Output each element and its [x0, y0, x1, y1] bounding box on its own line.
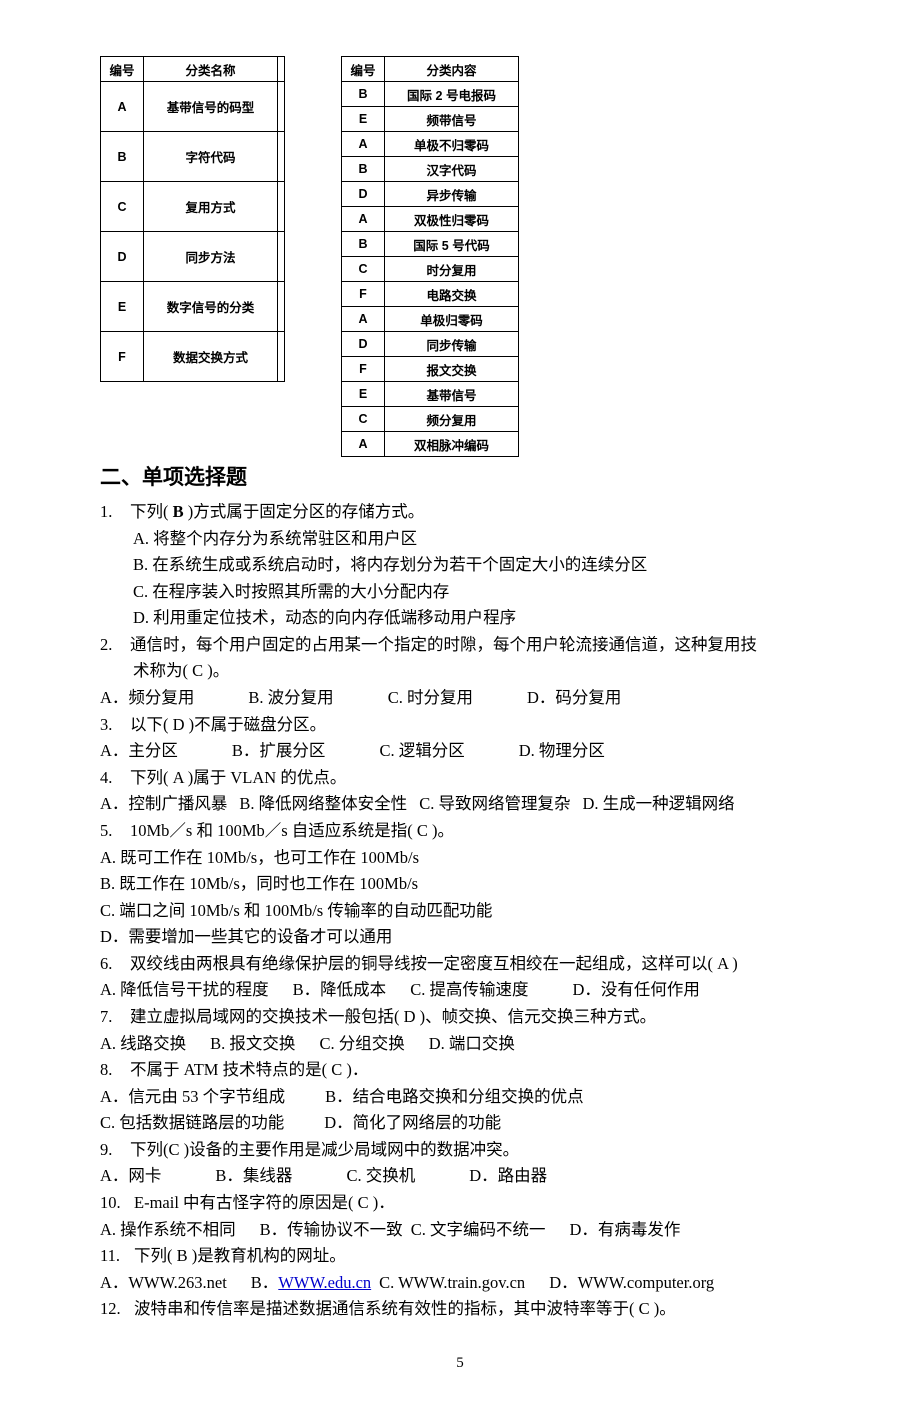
right-content-table: 编号 分类内容 B国际 2 号电报码E频带信号A单极不归零码B汉字代码D异步传输…	[341, 56, 519, 457]
table-cell-content: 同步传输	[385, 332, 519, 357]
q5-optA: A. 既可工作在 10Mb/s，也可工作在 100Mb/s	[100, 845, 820, 870]
table-cell-spacer	[278, 332, 285, 382]
th-code: 编号	[101, 57, 144, 82]
table-cell-content: 双相脉冲编码	[385, 432, 519, 457]
table-cell-code: B	[342, 157, 385, 182]
q3-opts: A．主分区B．扩展分区C. 逻辑分区D. 物理分区	[100, 738, 820, 763]
th-spacer	[278, 57, 285, 82]
q8-opts-row2: C. 包括数据链路层的功能D．简化了网络层的功能	[100, 1110, 820, 1135]
table-cell-name: 数字信号的分类	[144, 282, 278, 332]
q6-stem: 6.双绞线由两根具有绝缘保护层的铜导线按一定密度互相绞在一起组成，这样可以( A…	[100, 951, 820, 976]
q8-stem: 8.不属于 ATM 技术特点的是( C )．	[100, 1057, 820, 1082]
table-cell-content: 双极性归零码	[385, 207, 519, 232]
table-cell-code: E	[342, 107, 385, 132]
table-cell-name: 字符代码	[144, 132, 278, 182]
table-cell-content: 时分复用	[385, 257, 519, 282]
table-cell-content: 报文交换	[385, 357, 519, 382]
q8-opts-row1: A．信元由 53 个字节组成B．结合电路交换和分组交换的优点	[100, 1084, 820, 1109]
table-cell-code: D	[342, 182, 385, 207]
th-name: 分类名称	[144, 57, 278, 82]
q5-optB: B. 既工作在 10Mb/s，同时也工作在 100Mb/s	[100, 871, 820, 896]
th-content: 分类内容	[385, 57, 519, 82]
q7-opts: A. 线路交换B. 报文交换C. 分组交换D. 端口交换	[100, 1031, 820, 1056]
table-cell-spacer	[278, 182, 285, 232]
table-cell-code: D	[101, 232, 144, 282]
table-cell-content: 异步传输	[385, 182, 519, 207]
q10-stem: 10.E-mail 中有古怪字符的原因是( C )．	[100, 1190, 820, 1215]
table-cell-name: 复用方式	[144, 182, 278, 232]
table-cell-code: A	[342, 307, 385, 332]
table-cell-code: A	[342, 207, 385, 232]
table-cell-content: 频分复用	[385, 407, 519, 432]
table-cell-content: 汉字代码	[385, 157, 519, 182]
tables-row: 编号 分类名称 A基带信号的码型B字符代码C复用方式D同步方法E数字信号的分类F…	[100, 56, 820, 457]
section-title: 二、单项选择题	[100, 461, 820, 491]
table-cell-code: A	[101, 82, 144, 132]
q1-stem: 1.下列( B )方式属于固定分区的存储方式。	[100, 499, 820, 524]
table-cell-spacer	[278, 132, 285, 182]
q5-optC: C. 端口之间 10Mb/s 和 100Mb/s 传输率的自动匹配功能	[100, 898, 820, 923]
page-number: 5	[100, 1355, 820, 1372]
table-cell-code: A	[342, 432, 385, 457]
q2-stem-l2: 术称为( C )。	[100, 658, 820, 683]
q4-stem: 4.下列( A )属于 VLAN 的优点。	[100, 765, 820, 790]
q6-opts: A. 降低信号干扰的程度B．降低成本C. 提高传输速度D．没有任何作用	[100, 977, 820, 1002]
table-cell-code: D	[342, 332, 385, 357]
table-cell-spacer	[278, 232, 285, 282]
q9-stem: 9.下列(C )设备的主要作用是减少局域网中的数据冲突。	[100, 1137, 820, 1162]
table-cell-code: C	[342, 257, 385, 282]
table-cell-content: 频带信号	[385, 107, 519, 132]
q1-optB: B. 在系统生成或系统启动时，将内存划分为若干个固定大小的连续分区	[100, 552, 820, 577]
q1-optC: C. 在程序装入时按照其所需的大小分配内存	[100, 579, 820, 604]
table-cell-content: 国际 2 号电报码	[385, 82, 519, 107]
table-cell-code: B	[101, 132, 144, 182]
table-cell-code: F	[342, 282, 385, 307]
q5-optD: D．需要增加一些其它的设备才可以通用	[100, 924, 820, 949]
table-cell-code: F	[101, 332, 144, 382]
table-cell-code: E	[342, 382, 385, 407]
q9-opts: A．网卡B．集线器C. 交换机D．路由器	[100, 1163, 820, 1188]
table-cell-code: A	[342, 132, 385, 157]
q1-optD: D. 利用重定位技术，动态的向内存低端移动用户程序	[100, 605, 820, 630]
table-cell-content: 国际 5 号代码	[385, 232, 519, 257]
q1-optA: A. 将整个内存分为系统常驻区和用户区	[100, 526, 820, 551]
table-cell-spacer	[278, 282, 285, 332]
q7-stem: 7.建立虚拟局域网的交换技术一般包括( D )、帧交换、信元交换三种方式。	[100, 1004, 820, 1029]
th-code: 编号	[342, 57, 385, 82]
q2-opts: A．频分复用B. 波分复用C. 时分复用D．码分复用	[100, 685, 820, 710]
table-cell-code: B	[342, 82, 385, 107]
table-cell-spacer	[278, 82, 285, 132]
table-cell-code: E	[101, 282, 144, 332]
q11-stem: 11.下列( B )是教育机构的网址。	[100, 1243, 820, 1268]
table-cell-name: 基带信号的码型	[144, 82, 278, 132]
table-cell-name: 数据交换方式	[144, 332, 278, 382]
table-cell-content: 单极不归零码	[385, 132, 519, 157]
table-cell-content: 基带信号	[385, 382, 519, 407]
q2-stem-l1: 2.通信时，每个用户固定的占用某一个指定的时隙，每个用户轮流接通信道，这种复用技	[100, 632, 820, 657]
left-classification-table: 编号 分类名称 A基带信号的码型B字符代码C复用方式D同步方法E数字信号的分类F…	[100, 56, 285, 382]
q12-stem: 12.波特串和传信率是描述数据通信系统有效性的指标，其中波特率等于( C )。	[100, 1296, 820, 1321]
q5-stem: 5.10Mb／s 和 100Mb／s 自适应系统是指( C )。	[100, 818, 820, 843]
edu-link[interactable]: WWW.edu.cn	[278, 1273, 371, 1292]
table-cell-content: 电路交换	[385, 282, 519, 307]
q11-opts: A．WWW.263.netB．WWW.edu.cnC. WWW.train.go…	[100, 1270, 820, 1295]
q3-stem: 3.以下( D )不属于磁盘分区。	[100, 712, 820, 737]
q4-opts: A．控制广播风暴B. 降低网络整体安全性C. 导致网络管理复杂D. 生成一种逻辑…	[100, 791, 820, 816]
table-cell-content: 单极归零码	[385, 307, 519, 332]
table-cell-code: F	[342, 357, 385, 382]
table-cell-code: C	[342, 407, 385, 432]
table-cell-code: C	[101, 182, 144, 232]
table-cell-name: 同步方法	[144, 232, 278, 282]
q10-opts: A. 操作系统不相同B．传输协议不一致C. 文字编码不统一D．有病毒发作	[100, 1217, 820, 1242]
table-cell-code: B	[342, 232, 385, 257]
